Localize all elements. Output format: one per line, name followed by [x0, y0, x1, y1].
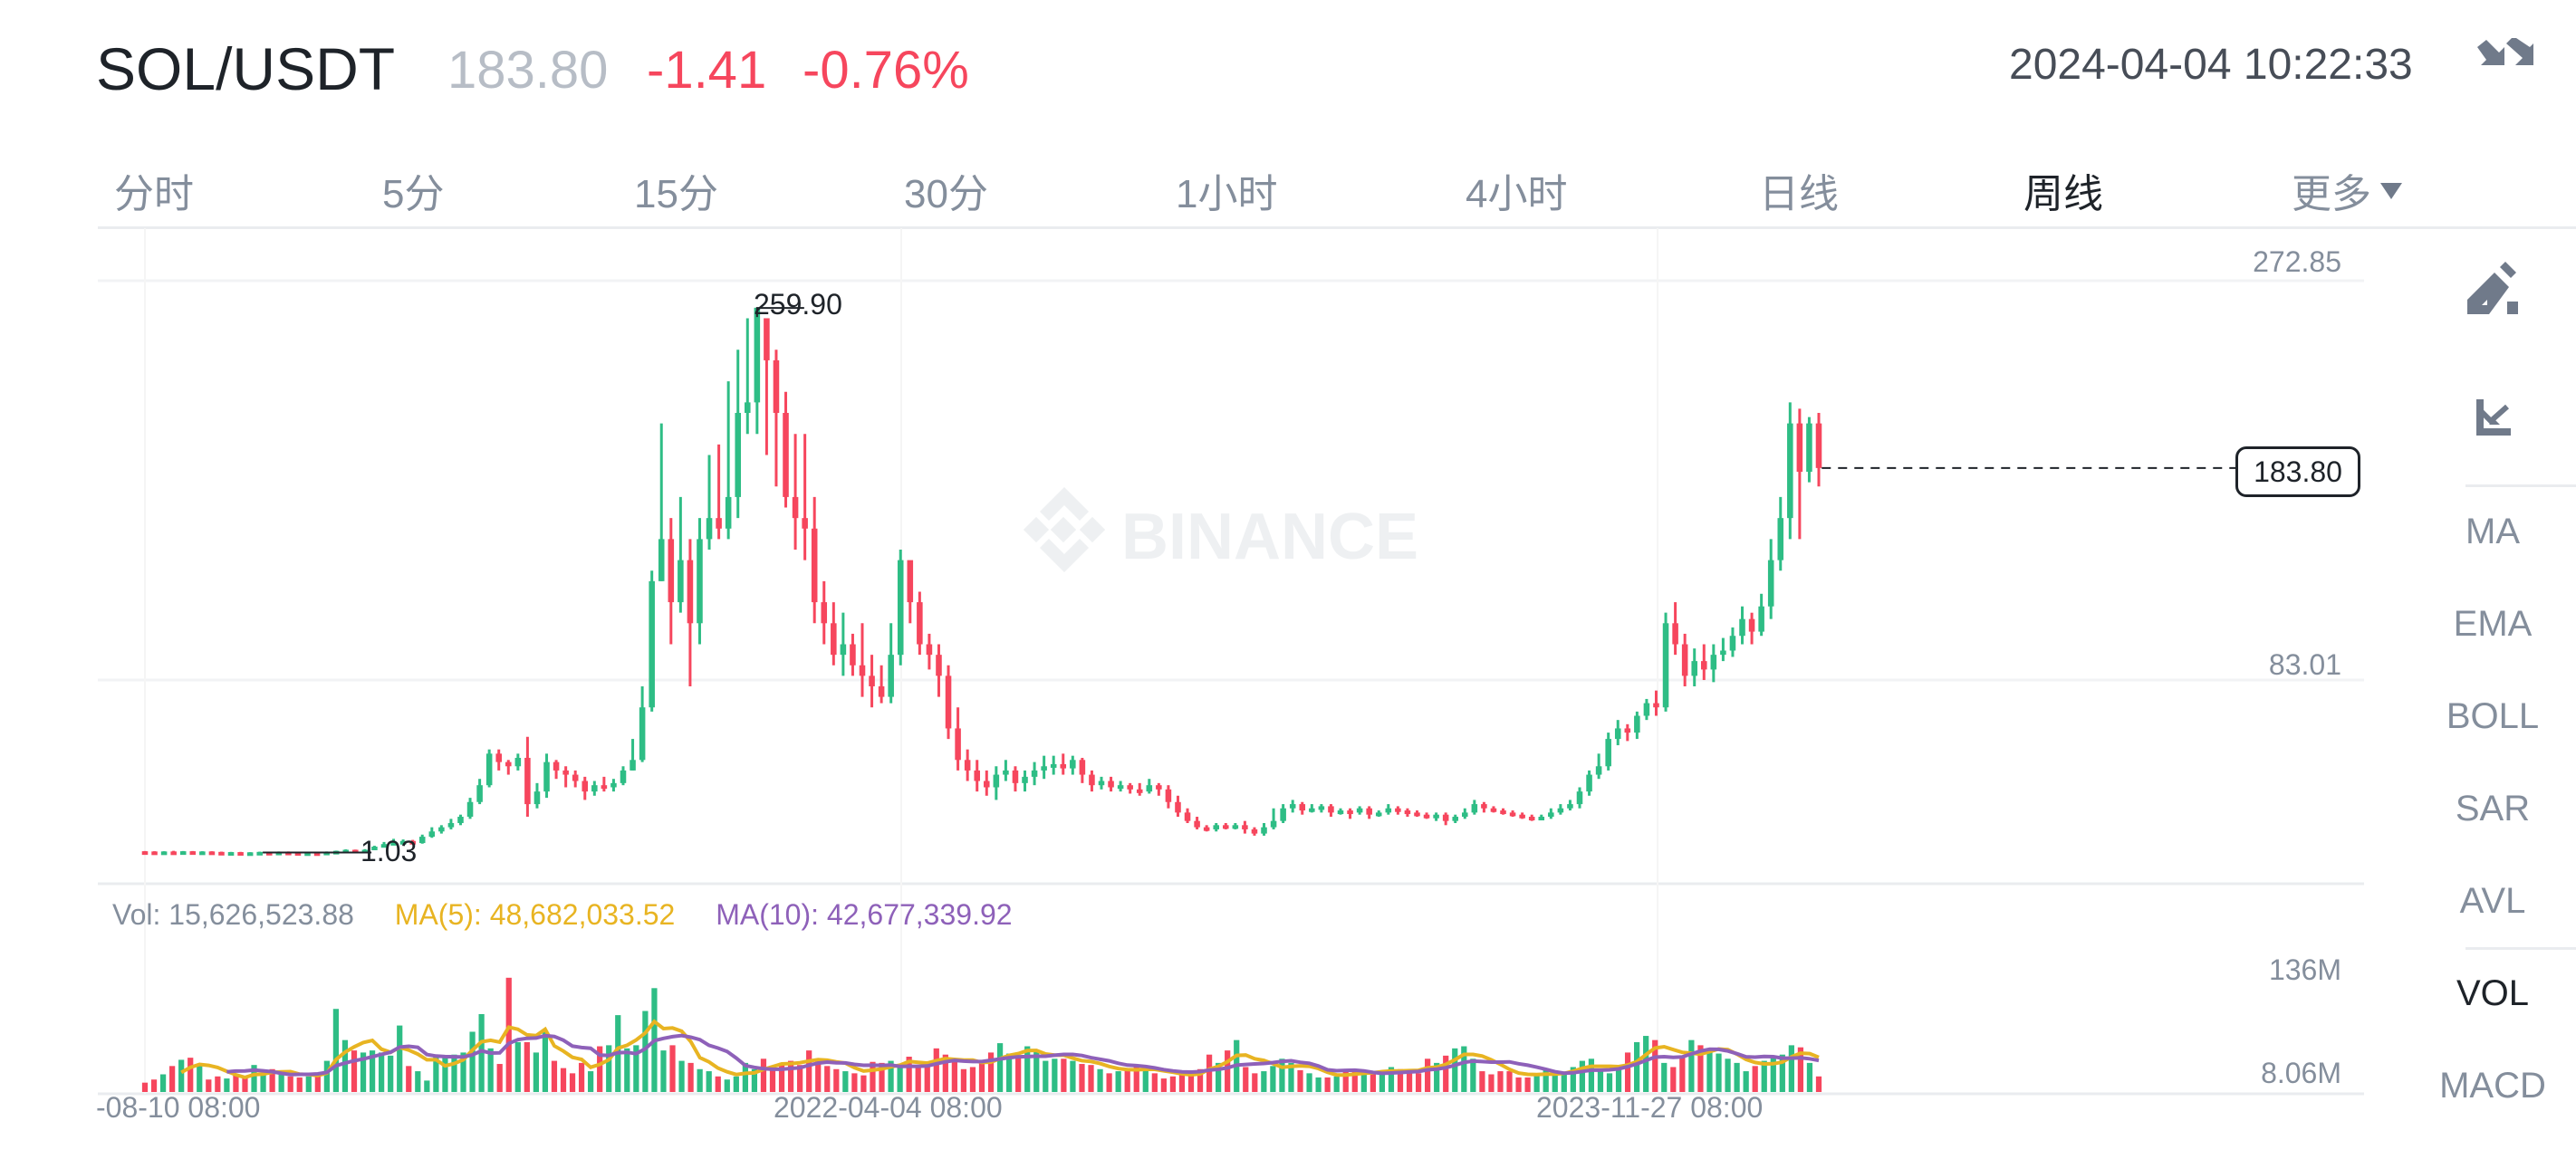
collapse-arrows-icon	[2477, 36, 2535, 65]
binance-logo-icon	[1023, 487, 1106, 572]
tab-1w[interactable]: 周线	[2023, 172, 2103, 216]
tab-5m[interactable]: 5分	[382, 172, 445, 216]
vol-ma10-value: MA(10): 42,677,339.92	[716, 898, 1013, 931]
pencil-draw-icon	[2467, 262, 2518, 314]
tab-1d[interactable]: 日线	[1759, 172, 1839, 216]
watermark-text: BINANCE	[1121, 501, 1418, 573]
last-price: 183.80	[447, 41, 609, 100]
tab-more-label: 更多	[2292, 172, 2371, 216]
tab-15m[interactable]: 15分	[634, 172, 718, 216]
volume-bars	[141, 977, 1822, 1092]
indicator-avl[interactable]: AVL	[2459, 881, 2526, 921]
tab-30m[interactable]: 30分	[904, 172, 988, 216]
tab-1h[interactable]: 1小时	[1176, 172, 1278, 216]
price-candles	[141, 307, 1822, 857]
indicator-ma[interactable]: MA	[2465, 512, 2520, 551]
volume-ma-lines	[180, 1019, 1820, 1079]
date-axis-label: 2023-11-27 08:00	[1536, 1091, 1764, 1124]
indicator-ema[interactable]: EMA	[2453, 604, 2533, 644]
header: SOL/USDT 183.80 -1.41 -0.76% 2024-04-04 …	[0, 0, 2576, 136]
vol-ma5-value: MA(5): 48,682,033.52	[394, 898, 676, 931]
price-axis-tick-high: 272.85	[2253, 245, 2341, 278]
toolbar-divider	[2465, 484, 2576, 487]
low-price-marker: 1.03	[360, 835, 418, 867]
caret-down-icon	[2380, 183, 2402, 200]
price-change: -1.41	[647, 41, 767, 100]
collapse-button[interactable]	[2477, 36, 2535, 94]
date-axis-label: 2022-04-04 08:00	[774, 1091, 1003, 1124]
chart-overlay	[263, 307, 2235, 854]
price-change-percent: -0.76%	[803, 41, 969, 100]
indicator-macd[interactable]: MACD	[2439, 1066, 2546, 1106]
indicator-sar[interactable]: SAR	[2455, 789, 2531, 829]
high-price-marker: 259.90	[754, 288, 842, 321]
volume-axis-tick-high: 136M	[2269, 953, 2341, 986]
chart-indicator-icon	[2476, 399, 2511, 436]
indicator-settings-button[interactable]	[2462, 387, 2525, 450]
chart-grid	[98, 228, 2364, 1096]
symbol-title[interactable]: SOL/USDT	[96, 35, 396, 102]
interval-tabs: 分时 5分 15分 30分 1小时 4小时 日线 周线 更多	[98, 154, 2576, 229]
tab-more-dropdown[interactable]: 更多	[2292, 161, 2402, 219]
tab-timeline[interactable]: 分时	[114, 172, 194, 216]
vol-value: Vol: 15,626,523.88	[112, 898, 354, 931]
volume-axis-tick-low: 8.06M	[2261, 1057, 2341, 1089]
draw-tool-button[interactable]	[2462, 258, 2525, 321]
price-axis-tick-low: 83.01	[2269, 648, 2341, 681]
indicator-boll[interactable]: BOLL	[2446, 696, 2540, 736]
toolbar-divider	[2465, 947, 2576, 950]
datetime: 2024-04-04 10:22:33	[2009, 41, 2413, 89]
current-price-tag[interactable]: 183.80	[2235, 446, 2360, 497]
binance-watermark: BINANCE	[1023, 484, 1440, 575]
indicator-vol[interactable]: VOL	[2456, 973, 2530, 1013]
indicator-toolbar: MA EMA BOLL SAR AVL VOL MACD	[2409, 231, 2576, 1159]
date-axis-label: -08-10 08:00	[96, 1091, 261, 1124]
tab-4h[interactable]: 4小时	[1466, 172, 1568, 216]
volume-legend: Vol: 15,626,523.88 MA(5): 48,682,033.52 …	[112, 898, 1045, 932]
